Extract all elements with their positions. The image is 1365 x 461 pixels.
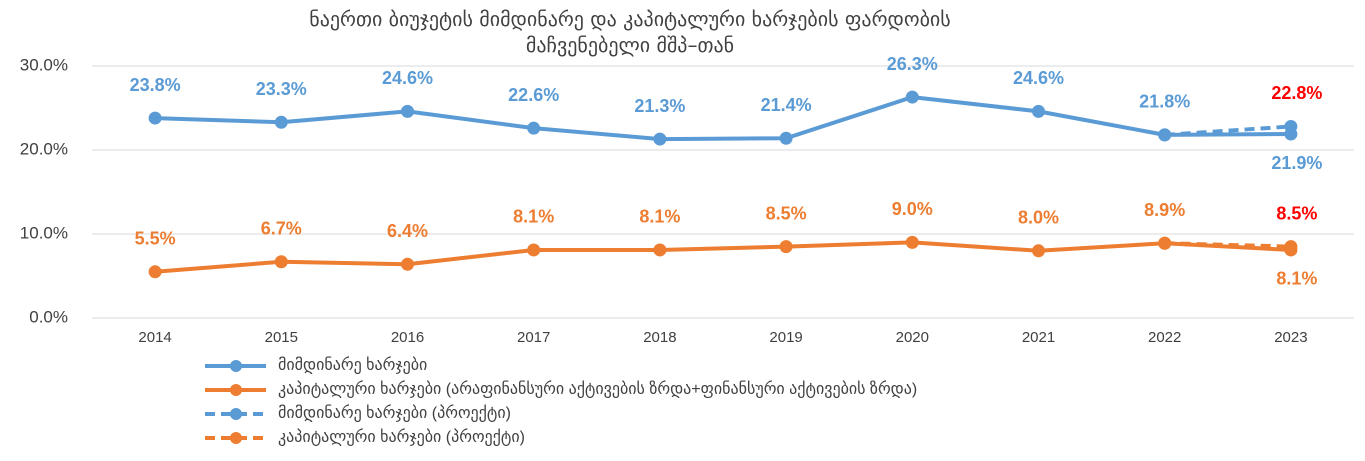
x-tick-label: 2020 xyxy=(896,329,929,346)
point xyxy=(527,121,541,135)
point xyxy=(905,235,919,249)
legend-label: კაპიტალური ხარჯები (არაფინანსური აქტივებ… xyxy=(278,380,917,398)
data-label: 26.3% xyxy=(887,54,938,74)
series-line xyxy=(155,95,1291,142)
point xyxy=(1032,244,1045,258)
data-label: 8.1% xyxy=(639,207,680,227)
data-label: 8.1% xyxy=(513,207,554,227)
point xyxy=(274,115,288,129)
legend-marker xyxy=(230,408,242,420)
x-tick-label: 2015 xyxy=(265,329,298,346)
x-tick-label: 2017 xyxy=(517,329,550,346)
x-tick-label: 2018 xyxy=(643,329,676,346)
series-line xyxy=(1164,124,1292,137)
series-line xyxy=(1164,241,1291,249)
series-line xyxy=(154,240,1292,274)
legend-label: მიმდინარე ხარჯები (პროექტი) xyxy=(278,404,511,422)
data-label: 8.1% xyxy=(1276,269,1317,289)
point xyxy=(1158,128,1172,142)
x-tick-label: 2019 xyxy=(769,329,802,346)
data-label: 21.8% xyxy=(1139,92,1190,112)
y-tick-label: 0.0% xyxy=(29,307,68,326)
data-label: 23.3% xyxy=(256,79,307,99)
point xyxy=(653,132,667,146)
data-label: 8.9% xyxy=(1144,200,1185,220)
point xyxy=(1032,104,1045,118)
data-label: 21.4% xyxy=(761,95,812,115)
y-tick-label: 20.0% xyxy=(20,139,68,158)
data-label: 5.5% xyxy=(135,229,176,249)
point xyxy=(148,111,162,125)
data-label: 21.9% xyxy=(1271,153,1322,173)
data-label: 23.8% xyxy=(130,75,181,95)
legend-marker xyxy=(230,360,242,372)
point xyxy=(653,243,667,257)
x-tick-label: 2021 xyxy=(1022,329,1055,346)
legend-label: კაპიტალური ხარჯები (პროექტი) xyxy=(278,428,525,446)
data-label: 24.6% xyxy=(382,68,433,88)
point xyxy=(527,243,541,257)
data-label: 21.3% xyxy=(634,96,685,116)
point xyxy=(401,104,414,118)
data-label: 6.4% xyxy=(387,221,428,241)
legend-marker xyxy=(230,432,242,444)
x-tick-label: 2023 xyxy=(1274,329,1307,346)
data-label: 22.8% xyxy=(1271,83,1322,103)
point xyxy=(905,90,919,104)
point xyxy=(148,265,162,279)
data-label: 8.0% xyxy=(1018,208,1059,228)
point xyxy=(1158,236,1172,250)
x-tick-label: 2016 xyxy=(391,329,424,346)
point xyxy=(1284,119,1298,133)
data-label: 6.7% xyxy=(261,218,302,238)
x-tick-label: 2022 xyxy=(1148,329,1181,346)
point xyxy=(401,257,414,271)
chart-title: ნაერთი ბიუჯეტის მიმდინარე და კაპიტალური … xyxy=(309,7,951,57)
x-tick-label: 2014 xyxy=(138,329,171,346)
y-tick-label: 30.0% xyxy=(20,55,68,74)
point xyxy=(1284,240,1298,254)
data-label: 24.6% xyxy=(1013,68,1064,88)
data-label: 22.6% xyxy=(508,85,559,105)
data-label: 9.0% xyxy=(892,199,933,219)
point xyxy=(274,255,288,269)
data-label: 8.5% xyxy=(1276,203,1317,223)
point xyxy=(779,240,793,254)
legend-marker xyxy=(230,384,242,396)
data-label: 8.5% xyxy=(766,203,807,223)
point xyxy=(779,131,793,145)
y-tick-label: 10.0% xyxy=(20,223,68,242)
legend-label: მიმდინარე ხარჯები xyxy=(278,356,427,374)
